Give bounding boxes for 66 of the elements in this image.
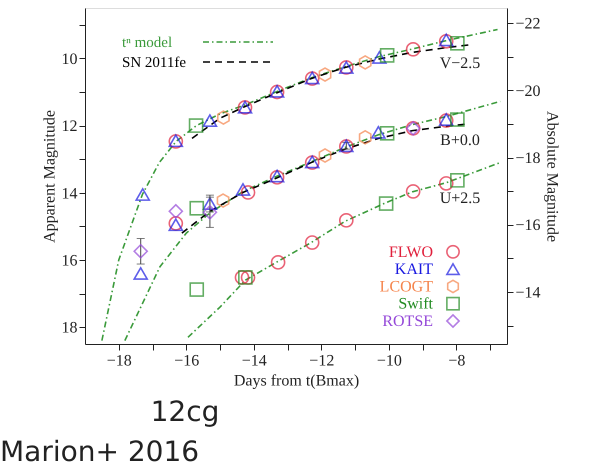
point: [240, 185, 256, 200]
y-tick-label: 16: [62, 252, 78, 270]
line-series: [124, 100, 502, 342]
legend-label: FLWO: [388, 244, 433, 261]
point: [371, 126, 386, 139]
point: [380, 48, 394, 63]
annotation: V−2.5: [440, 55, 480, 72]
y2-axis-title: Absolute Magnitude: [544, 110, 561, 242]
point: [338, 213, 354, 228]
text: 12cg: [150, 395, 220, 428]
y-tick-label: 14: [62, 185, 78, 202]
point: [438, 176, 454, 191]
x-tick-label: −16: [174, 352, 200, 370]
x-axis-title: Days from t(Bmax): [234, 372, 360, 390]
point: [168, 204, 184, 219]
x-tick-label: −12: [309, 352, 334, 370]
point: [133, 266, 148, 280]
y-tick-label: 18: [62, 320, 78, 337]
point: [372, 50, 387, 64]
legend-label: SN 2011fe: [122, 55, 186, 71]
point: [358, 55, 372, 70]
point: [133, 244, 148, 259]
point: [406, 42, 420, 57]
legend-label: tⁿ model: [122, 35, 172, 51]
y-tick-label: 12: [62, 118, 78, 136]
y2-tick-label: −22: [516, 16, 541, 33]
line-series: [101, 28, 498, 342]
y2-tick-label: −20: [516, 82, 541, 100]
point: [202, 204, 218, 220]
y2-tick-label: −16: [516, 217, 541, 234]
point: [378, 196, 394, 211]
y-axis-title: Apparent Magnitude: [42, 110, 58, 243]
point: [216, 110, 230, 125]
point: [135, 188, 150, 201]
legend-label: Swift: [398, 296, 434, 313]
legend-label: LCOGT: [380, 278, 434, 296]
legend-label: KAIT: [394, 261, 434, 278]
point: [236, 182, 250, 196]
x-tick-label: −10: [376, 352, 402, 370]
y2-tick-label: −18: [516, 150, 541, 168]
annotation: U+2.5: [440, 190, 480, 207]
point: [216, 193, 230, 208]
point: [358, 130, 372, 145]
legend-label: ROTSE: [382, 313, 433, 330]
annotation: B+0.0: [440, 132, 480, 149]
point: [380, 126, 394, 141]
y-tick-label: 10: [62, 50, 78, 68]
point: [270, 255, 286, 270]
text: Marion+ 2016: [0, 435, 200, 466]
point: [450, 173, 465, 188]
point: [202, 197, 218, 210]
point: [450, 36, 465, 51]
x-tick-label: −8: [448, 352, 466, 370]
point: [189, 282, 204, 297]
point: [189, 200, 204, 216]
x-tick-label: −14: [242, 352, 267, 370]
point: [318, 148, 332, 163]
point: [450, 112, 465, 127]
x-tick-label: −18: [106, 352, 132, 370]
point: [318, 67, 332, 82]
point: [202, 114, 218, 128]
point: [188, 118, 204, 133]
y2-tick-label: −14: [516, 284, 541, 302]
point: [304, 235, 320, 250]
point: [406, 184, 420, 199]
line-series: [187, 162, 502, 338]
